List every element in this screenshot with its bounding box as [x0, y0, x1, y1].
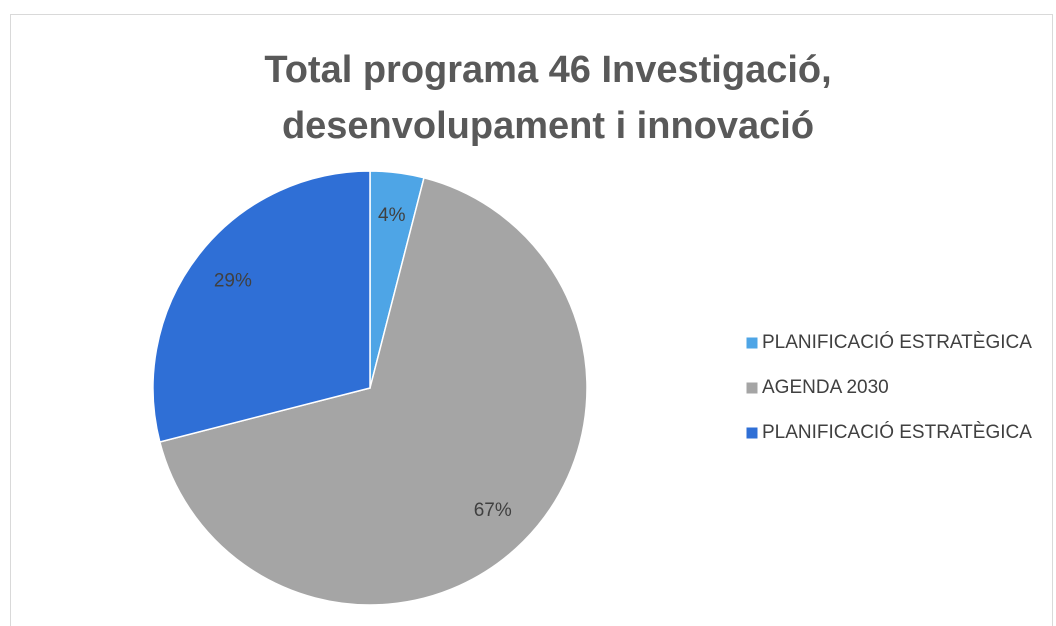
data-label: 29%	[214, 271, 252, 292]
legend-label: PLANIFICACIÓ ESTRATÈGICA	[762, 421, 1032, 443]
data-label: 67%	[474, 500, 512, 521]
pie-slice	[158, 176, 588, 606]
legend-swatch	[745, 336, 759, 350]
data-label: 4%	[378, 205, 406, 226]
legend-swatch	[745, 426, 759, 440]
legend-label: PLANIFICACIÓ ESTRATÈGICA	[762, 331, 1032, 353]
legend-swatch	[745, 381, 759, 395]
pie-slice	[152, 170, 371, 443]
legend-label: AGENDA 2030	[762, 377, 889, 398]
chart-title: Total programa 46 Investigació,	[264, 49, 831, 91]
chart-title: desenvolupament i innovació	[282, 105, 814, 147]
